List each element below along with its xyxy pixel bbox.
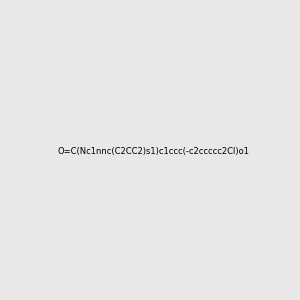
Text: O=C(Nc1nnc(C2CC2)s1)c1ccc(-c2ccccc2Cl)o1: O=C(Nc1nnc(C2CC2)s1)c1ccc(-c2ccccc2Cl)o1 xyxy=(58,147,250,156)
